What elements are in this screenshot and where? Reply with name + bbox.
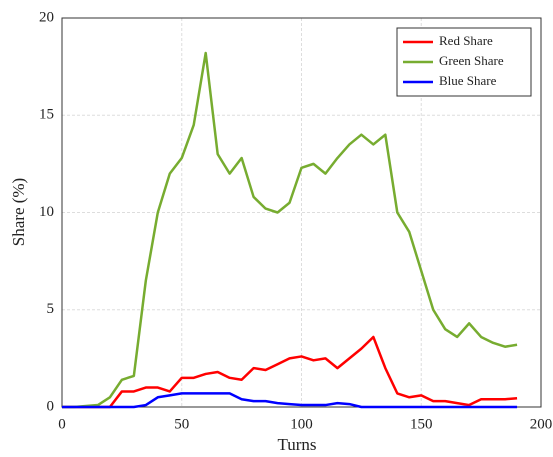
y-tick-label: 0 (47, 398, 55, 414)
y-tick-label: 15 (39, 107, 54, 123)
x-tick-label: 200 (530, 416, 553, 432)
y-tick-label: 5 (47, 301, 55, 317)
data-line (62, 51, 518, 409)
data-line (62, 392, 518, 409)
y-tick-label: 10 (39, 204, 54, 220)
data-line (62, 335, 518, 409)
x-tick-label: 100 (290, 416, 313, 432)
y-axis-label: Share (%) (9, 178, 28, 246)
x-axis-label: Turns (277, 435, 316, 454)
y-tick-label: 20 (39, 9, 54, 25)
x-tick-label: 50 (174, 416, 189, 432)
legend-label: Blue Share (439, 73, 497, 88)
plot-frame (61, 17, 542, 408)
x-tick-label: 150 (410, 416, 433, 432)
x-tick-label: 0 (58, 416, 66, 432)
legend-label: Green Share (439, 53, 504, 68)
legend-label: Red Share (439, 33, 493, 48)
